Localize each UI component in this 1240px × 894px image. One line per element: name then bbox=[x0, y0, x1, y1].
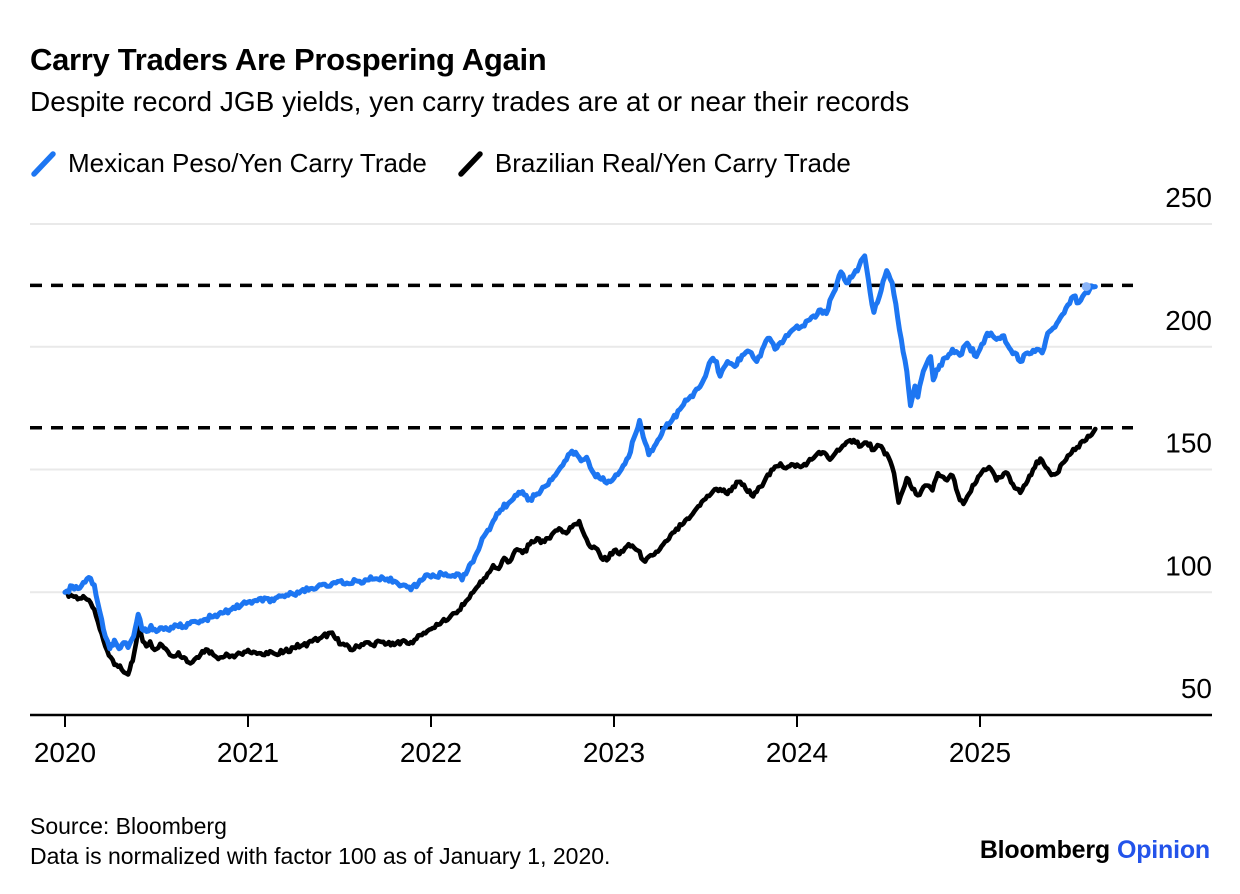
mxn-line-swatch-icon bbox=[31, 150, 56, 177]
x-tick-label: 2021 bbox=[217, 737, 279, 768]
y-tick-label: 200 bbox=[1165, 305, 1212, 336]
y-tick-label: 100 bbox=[1165, 550, 1212, 581]
legend-label-mxn: Mexican Peso/Yen Carry Trade bbox=[68, 148, 427, 178]
x-tick-label: 2023 bbox=[583, 737, 645, 768]
x-tick-label: 2025 bbox=[949, 737, 1011, 768]
brl-line-swatch-icon bbox=[458, 150, 483, 177]
footer: Source: Bloomberg Data is normalized wit… bbox=[30, 811, 610, 871]
mxn-carry-line bbox=[62, 253, 1098, 652]
note-line: Data is normalized with factor 100 as of… bbox=[30, 843, 611, 869]
logo-section: Opinion bbox=[1116, 836, 1210, 864]
y-tick-label: 250 bbox=[1165, 182, 1212, 213]
logo-brand: Bloomberg bbox=[979, 836, 1110, 864]
x-tick-label: 2024 bbox=[766, 737, 828, 768]
chart-subtitle: Despite record JGB yields, yen carry tra… bbox=[30, 86, 910, 117]
mxn-latest-dot bbox=[1081, 282, 1091, 292]
legend-label-brl: Brazilian Real/Yen Carry Trade bbox=[494, 148, 851, 178]
bloomberg-opinion-logo: Bloomberg Opinion bbox=[980, 836, 1210, 865]
brl-carry-line bbox=[62, 426, 1098, 677]
source-line: Source: Bloomberg bbox=[30, 813, 227, 839]
legend-item-mxn: Mexican Peso/Yen Carry Trade bbox=[30, 148, 427, 179]
x-tick-label: 2020 bbox=[34, 737, 96, 768]
chart-title: Carry Traders Are Prospering Again bbox=[30, 42, 547, 77]
y-tick-label: 50 bbox=[1181, 673, 1212, 704]
legend-item-brl: Brazilian Real/Yen Carry Trade bbox=[457, 148, 851, 179]
y-tick-label: 150 bbox=[1165, 428, 1212, 459]
legend: Mexican Peso/Yen Carry Trade Brazilian R… bbox=[30, 148, 851, 179]
x-tick-label: 2022 bbox=[400, 737, 462, 768]
